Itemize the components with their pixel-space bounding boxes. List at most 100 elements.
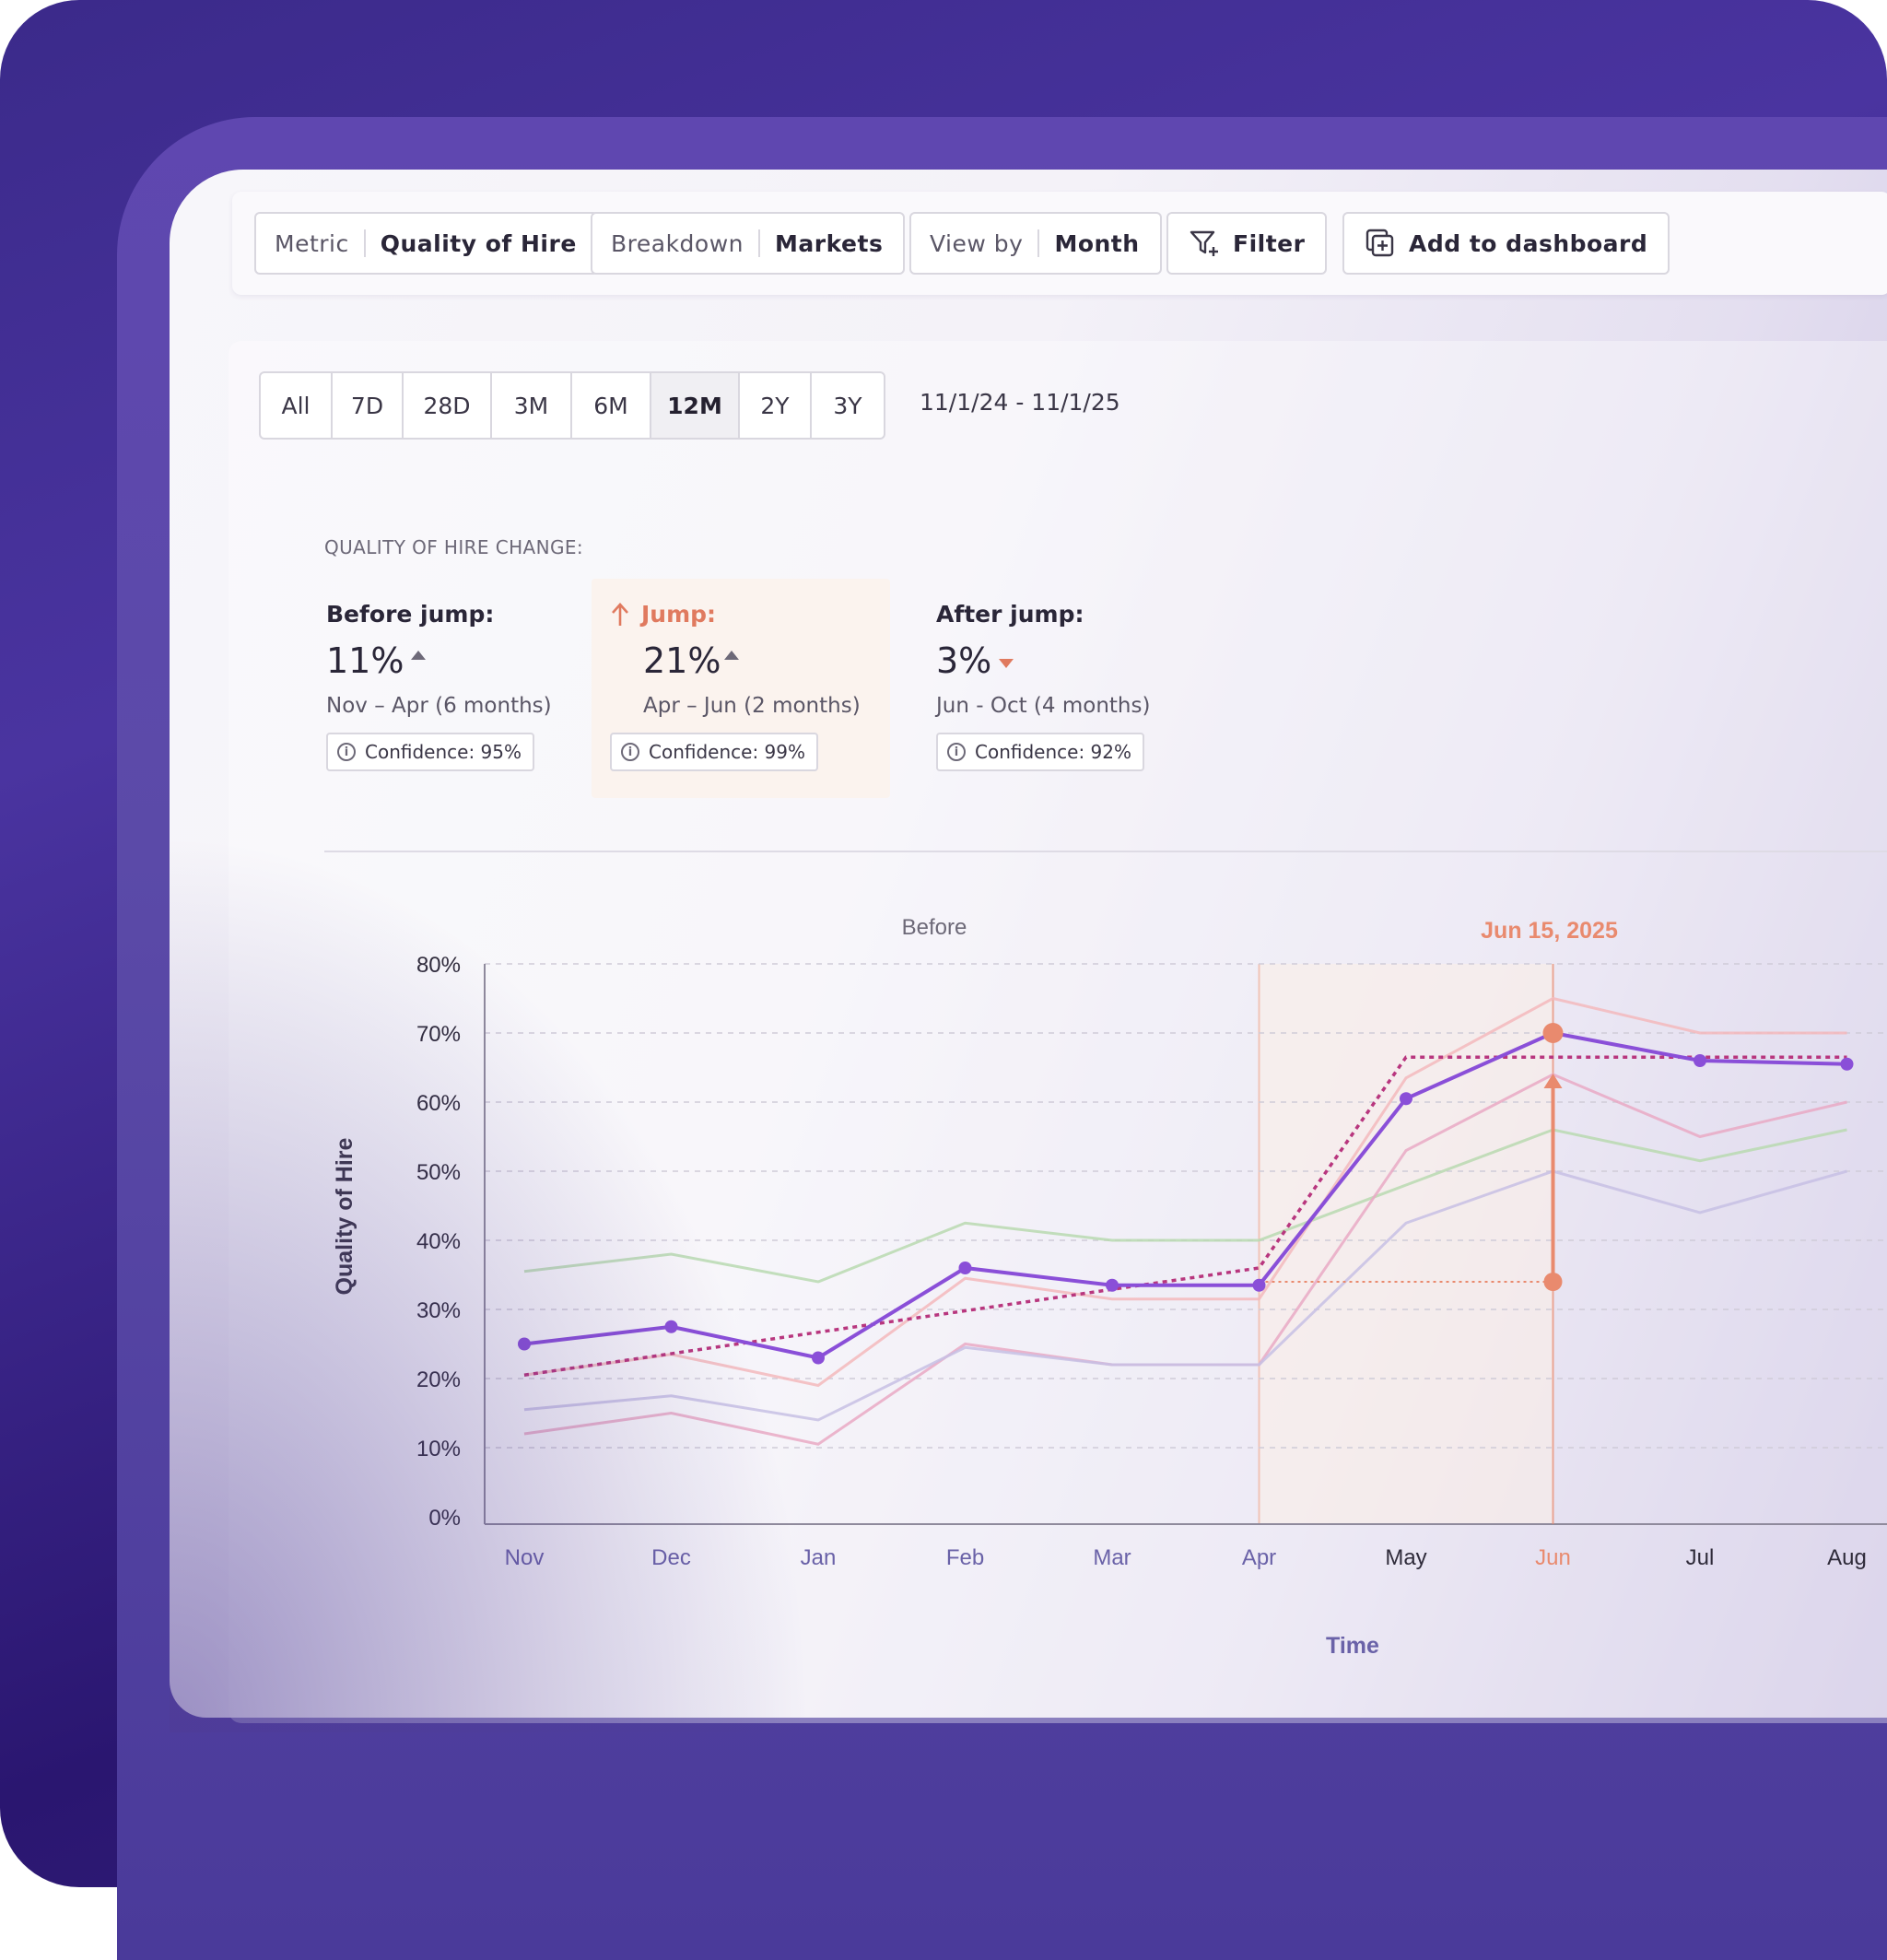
triangle-down-icon (999, 659, 1014, 668)
y-tick-label: 70% (416, 1022, 461, 1047)
metric-selector[interactable]: Metric Quality of Hire (254, 212, 599, 275)
y-tick-label: 30% (416, 1298, 461, 1323)
data-point (1400, 1092, 1412, 1106)
jump-confidence[interactable]: i Confidence: 99% (610, 733, 818, 771)
jump-arrow-head (1543, 1074, 1563, 1088)
jump-range: Apr – Jun (2 months) (643, 694, 861, 718)
series-line-5 (523, 1169, 1847, 1422)
filter-add-icon (1190, 230, 1218, 256)
x-tick-label: Jul (1686, 1545, 1715, 1570)
x-tick-label: Jun (1535, 1545, 1571, 1570)
x-tick-label: Aug (1827, 1545, 1867, 1570)
y-axis-label: Quality of Hire (332, 1137, 357, 1295)
x-axis-label: Time (1326, 1633, 1379, 1659)
series-line-4 (523, 1073, 1847, 1446)
y-tick-label: 50% (416, 1160, 461, 1185)
viewby-key: View by (930, 229, 1024, 257)
x-tick-label: Apr (1242, 1545, 1276, 1570)
data-point (1252, 1278, 1266, 1292)
before-confidence[interactable]: i Confidence: 95% (326, 733, 534, 771)
y-tick-label: 10% (416, 1437, 461, 1461)
range-6m[interactable]: 6M (572, 373, 651, 438)
metric-value: Quality of Hire (380, 229, 577, 257)
after-range: Jun - Oct (4 months) (936, 694, 1151, 718)
divider (758, 229, 761, 257)
before-range: Nov – Apr (6 months) (326, 694, 552, 718)
x-tick-label: Dec (651, 1545, 691, 1570)
after-value-row: 3% (936, 640, 1150, 681)
viewby-value: Month (1054, 229, 1140, 257)
after-title: After jump: (936, 601, 1084, 628)
filter-label: Filter (1233, 229, 1306, 257)
section-divider (324, 851, 1887, 852)
range-2y[interactable]: 2Y (740, 373, 812, 438)
after-stat: After jump: 3% Jun - Oct (4 months) i Co… (936, 601, 1150, 771)
range-all[interactable]: All (261, 373, 333, 438)
info-icon: i (337, 743, 356, 761)
breakdown-selector[interactable]: Breakdown Markets (591, 212, 906, 275)
jump-value-row: 21% (610, 640, 861, 681)
data-point (664, 1320, 678, 1333)
jump-title: Jump: (641, 601, 717, 628)
y-tick-label: 20% (416, 1367, 461, 1392)
before-stat: Before jump: 11% Nov – Apr (6 months) i … (326, 601, 552, 771)
before-value: 11% (326, 640, 404, 681)
before-title: Before jump: (326, 601, 495, 628)
before-confidence-label: Confidence: 95% (365, 741, 522, 763)
y-tick-label: 60% (416, 1091, 461, 1116)
data-point (1694, 1054, 1706, 1067)
region-label: Before (902, 915, 967, 940)
add-to-dashboard-button[interactable]: Add to dashboard (1342, 212, 1670, 275)
range-3y[interactable]: 3Y (833, 392, 862, 419)
range-selector: All 7D 28D 3M 6M 12M 2Y 3Y (259, 371, 885, 440)
data-point (1840, 1057, 1854, 1071)
x-tick-label: Feb (946, 1545, 984, 1570)
event-label: Jun 15, 2025 (1481, 918, 1618, 944)
breakdown-value: Markets (775, 229, 884, 257)
divider (363, 229, 366, 257)
triangle-up-icon (411, 651, 427, 660)
data-point (518, 1337, 531, 1351)
quality-of-hire-chart: 0% 10% 20% 30% 40% 50% 60% 70% 80% Nov Dec Jan Feb Ma… (332, 915, 1887, 1659)
y-tick-label: 0% (428, 1506, 461, 1531)
add-dashboard-icon (1365, 229, 1394, 257)
viewby-selector[interactable]: View by Month (909, 212, 1162, 275)
x-tick-label: Mar (1093, 1545, 1131, 1570)
x-tick-label: Jan (801, 1545, 837, 1570)
after-confidence[interactable]: i Confidence: 92% (936, 733, 1144, 771)
triangle-up-icon (724, 651, 740, 660)
range-3m[interactable]: 3M (492, 373, 572, 438)
x-tick-label: May (1385, 1545, 1426, 1570)
after-confidence-label: Confidence: 92% (975, 741, 1131, 763)
y-tick-label: 40% (416, 1229, 461, 1254)
jump-start-point (1543, 1273, 1563, 1291)
data-point (1106, 1278, 1119, 1292)
date-range: 11/1/24 - 11/1/25 (920, 389, 1120, 416)
jump-confidence-label: Confidence: 99% (649, 741, 805, 763)
after-value: 3% (936, 640, 992, 681)
metric-key: Metric (275, 229, 349, 257)
series-line-3 (523, 996, 1847, 1388)
arrow-up-icon (612, 602, 628, 626)
range-7d[interactable]: 7D (333, 373, 404, 438)
data-point (812, 1351, 825, 1365)
trend-line (523, 1055, 1847, 1377)
info-icon: i (621, 743, 639, 761)
jump-value: 21% (643, 640, 721, 681)
jump-region (1259, 964, 1553, 1524)
breakdown-key: Breakdown (611, 229, 744, 257)
x-tick-label: Nov (505, 1545, 545, 1570)
jump-end-point (1542, 1023, 1564, 1043)
before-value-row: 11% (326, 640, 552, 681)
divider (1037, 229, 1040, 257)
section-label: QUALITY OF HIRE CHANGE: (324, 536, 584, 558)
jump-stat: Jump: 21% Apr – Jun (2 months) i Confide… (610, 601, 861, 771)
range-12m[interactable]: 12M (651, 373, 740, 438)
jump-title-row: Jump: (610, 601, 861, 628)
y-tick-label: 80% (416, 953, 461, 978)
info-icon: i (947, 743, 966, 761)
add-to-dashboard-label: Add to dashboard (1409, 229, 1648, 257)
range-28d[interactable]: 28D (404, 373, 492, 438)
series-line-2 (523, 1128, 1847, 1284)
filter-button[interactable]: Filter (1166, 212, 1328, 275)
